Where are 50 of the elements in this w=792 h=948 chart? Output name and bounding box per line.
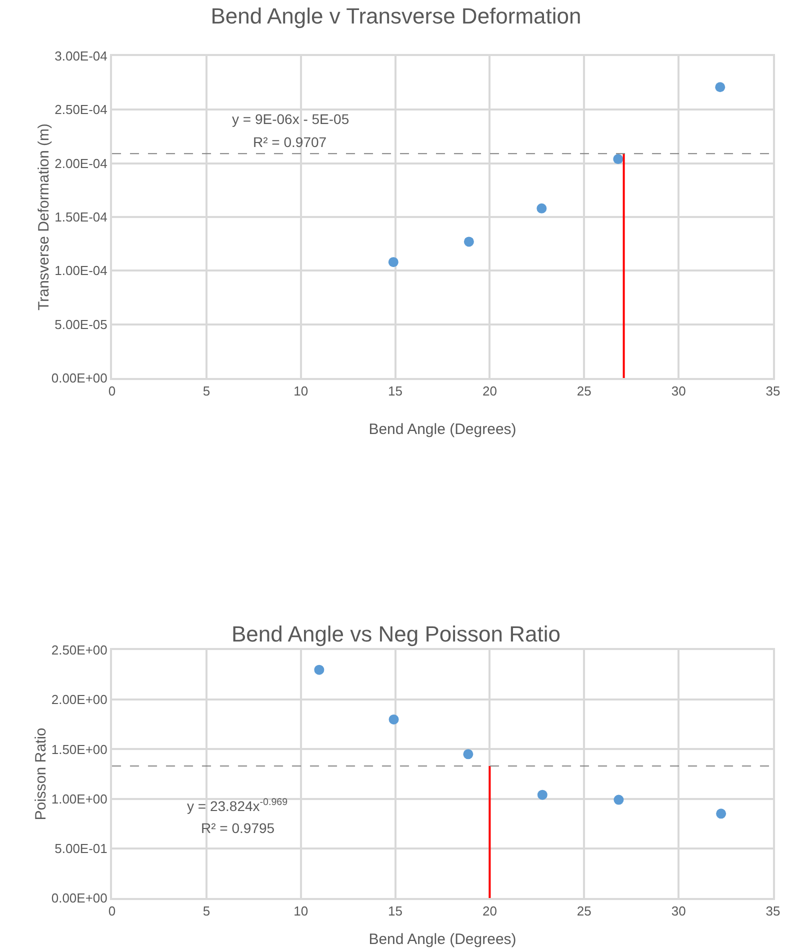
y-tick-label: 2.00E+00 bbox=[51, 692, 108, 708]
x-tick-label: 0 bbox=[108, 384, 116, 399]
annotation: y = 23.824x$^{-0.969}$ bbox=[187, 797, 288, 814]
x-tick-label: 35 bbox=[766, 904, 780, 919]
x-tick-label: 15 bbox=[388, 384, 403, 399]
point bbox=[388, 714, 399, 724]
y-tick-label: 2.00E-04 bbox=[54, 156, 108, 171]
x-tick-label: 5 bbox=[202, 384, 210, 399]
x-tick-label: 30 bbox=[671, 904, 686, 919]
x-tick-label: 10 bbox=[294, 384, 308, 399]
y-tick-label: 2.50E+00 bbox=[51, 642, 108, 658]
x-tick-label: 20 bbox=[482, 384, 497, 399]
x-tick-label: 35 bbox=[766, 384, 780, 399]
y-tick-label: 1.00E+00 bbox=[51, 791, 108, 806]
point bbox=[613, 154, 624, 164]
point bbox=[716, 808, 726, 819]
x-tick-label: 25 bbox=[576, 384, 592, 399]
x-tick-label: 10 bbox=[294, 904, 308, 919]
x-tick-label: 0 bbox=[108, 904, 116, 919]
point bbox=[536, 203, 547, 214]
chart-title: Bend Angle v Transverse Deformation bbox=[210, 3, 582, 28]
y-tick-label: 2.50E-04 bbox=[54, 102, 108, 118]
annotation: R² = 0.9707 bbox=[253, 134, 327, 150]
point bbox=[464, 236, 474, 247]
y-tick-label: 1.50E+00 bbox=[51, 742, 108, 757]
y-tick-label: 0.00E+00 bbox=[51, 890, 108, 906]
y-tick-label: 0.00E+00 bbox=[51, 370, 108, 386]
point bbox=[314, 664, 324, 675]
x-axis-title: Bend Angle (Degrees) bbox=[368, 931, 516, 948]
x-axis-title: Bend Angle (Degrees) bbox=[368, 421, 516, 438]
y-axis-title: Poisson Ratio bbox=[32, 728, 50, 820]
chart-title: Bend Angle vs Neg Poisson Ratio bbox=[232, 621, 560, 646]
y-axis-title: Transverse Deformation (m) bbox=[36, 124, 53, 310]
y-tick-label: 5.00E-01 bbox=[54, 840, 108, 856]
x-tick-label: 20 bbox=[482, 904, 497, 919]
point bbox=[715, 82, 726, 92]
point bbox=[388, 257, 398, 268]
y-tick-label: 5.00E-05 bbox=[54, 316, 108, 332]
annotation: R² = 0.9795 bbox=[201, 820, 275, 836]
x-tick-label: 15 bbox=[388, 904, 403, 919]
y-tick-label: 3.00E-04 bbox=[54, 48, 108, 64]
x-tick-label: 30 bbox=[671, 384, 686, 399]
point bbox=[537, 790, 548, 800]
point bbox=[463, 749, 474, 760]
x-tick-label: 25 bbox=[576, 904, 592, 919]
y-tick-label: 1.00E-04 bbox=[54, 263, 108, 278]
annotation: y = 9E-06x - 5E-05 bbox=[232, 111, 350, 127]
y-tick-label: 1.50E-04 bbox=[54, 210, 108, 225]
point bbox=[614, 794, 624, 805]
x-tick-label: 5 bbox=[202, 904, 210, 919]
